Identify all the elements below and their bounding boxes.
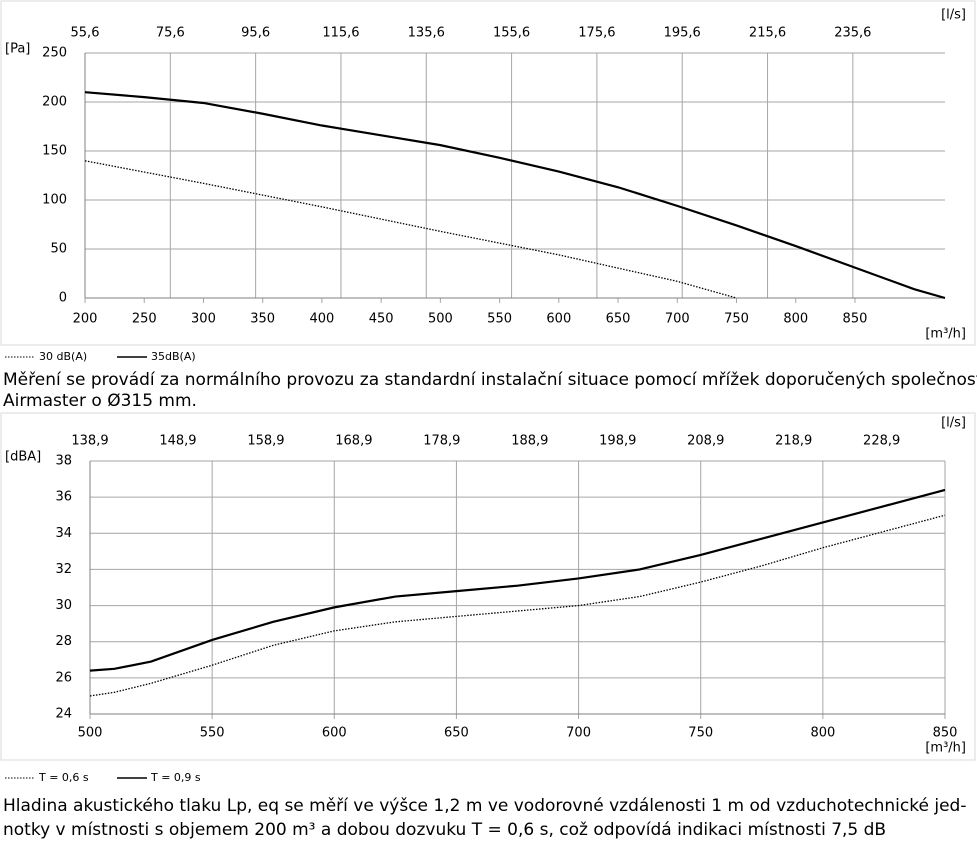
y-tick-label: 34 [55, 526, 72, 541]
x-tick-label: 800 [783, 312, 808, 327]
caption: Měření se provádí za normálního provozu … [3, 370, 977, 390]
x-axis-label: [m³/h] [925, 741, 966, 756]
x-tick-label: 500 [428, 312, 453, 327]
x2-tick-label: 148,9 [159, 434, 196, 449]
series-line [84, 91, 946, 300]
x2-tick-label: 178,9 [423, 434, 460, 449]
x2-tick-label: 115,6 [322, 26, 359, 41]
x-tick-label: 600 [322, 726, 347, 741]
x-tick-label: 650 [444, 726, 469, 741]
x2-tick-label: 155,6 [493, 26, 530, 41]
x-tick-label: 850 [843, 312, 868, 327]
x-tick-label: 750 [688, 726, 713, 741]
y-axis-label: [dBA] [5, 450, 41, 465]
legend-label: T = 0,9 s [150, 771, 201, 784]
x2-axis-label: [l/s] [941, 416, 966, 431]
y-tick-label: 50 [50, 242, 67, 257]
caption: notky v místnosti s objemem 200 m³ a dob… [3, 820, 886, 840]
x-tick-label: 200 [73, 312, 98, 327]
y-tick-label: 28 [55, 634, 72, 649]
x2-tick-label: 188,9 [511, 434, 548, 449]
y-tick-label: 38 [55, 454, 72, 469]
x2-tick-label: 235,6 [834, 26, 871, 41]
x2-tick-label: 138,9 [71, 434, 108, 449]
y-tick-label: 100 [42, 193, 67, 208]
x2-tick-label: 218,9 [775, 434, 812, 449]
x-tick-label: 750 [724, 312, 749, 327]
x-tick-label: 300 [191, 312, 216, 327]
series-line [84, 160, 737, 299]
y-tick-label: 150 [42, 144, 67, 159]
x2-tick-label: 158,9 [247, 434, 284, 449]
x2-tick-label: 228,9 [863, 434, 900, 449]
x-tick-label: 250 [132, 312, 157, 327]
y-axis-label: [Pa] [5, 42, 30, 57]
x-tick-label: 700 [665, 312, 690, 327]
x-tick-label: 850 [933, 726, 958, 741]
x-tick-label: 800 [810, 726, 835, 741]
legend-label: 30 dB(A) [39, 350, 87, 363]
x2-tick-label: 195,6 [664, 26, 701, 41]
x-tick-label: 550 [487, 312, 512, 327]
x2-tick-label: 95,6 [241, 26, 270, 41]
x2-tick-label: 55,6 [71, 26, 100, 41]
caption: Airmaster o Ø315 mm. [3, 391, 197, 411]
x2-tick-label: 175,6 [578, 26, 615, 41]
y-tick-label: 200 [42, 95, 67, 110]
y-tick-label: 26 [55, 670, 72, 685]
x-tick-label: 650 [606, 312, 631, 327]
x-tick-label: 400 [310, 312, 335, 327]
x-tick-label: 700 [566, 726, 591, 741]
caption: Hladina akustického tlaku Lp, eq se měří… [3, 796, 966, 816]
legend-label: T = 0,6 s [38, 771, 89, 784]
x2-tick-label: 75,6 [156, 26, 185, 41]
x-tick-label: 600 [546, 312, 571, 327]
x2-axis-label: [l/s] [941, 8, 966, 23]
y-tick-label: 24 [55, 707, 72, 722]
series-line [89, 514, 946, 697]
y-tick-label: 0 [59, 291, 67, 306]
x2-tick-label: 135,6 [408, 26, 445, 41]
x2-tick-label: 198,9 [599, 434, 636, 449]
x-tick-label: 450 [369, 312, 394, 327]
x-axis-label: [m³/h] [925, 327, 966, 342]
y-tick-label: 30 [55, 598, 72, 613]
y-tick-label: 36 [55, 490, 72, 505]
x-tick-label: 350 [250, 312, 275, 327]
x-tick-label: 500 [78, 726, 103, 741]
x2-tick-label: 168,9 [335, 434, 372, 449]
x-tick-label: 550 [200, 726, 225, 741]
series-line [89, 488, 946, 672]
x2-tick-label: 215,6 [749, 26, 786, 41]
legend-label: 35dB(A) [151, 350, 196, 363]
x2-tick-label: 208,9 [687, 434, 724, 449]
y-tick-label: 250 [42, 46, 67, 61]
chart-frame [0, 412, 976, 761]
y-tick-label: 32 [55, 562, 72, 577]
chart-frame [0, 0, 976, 346]
